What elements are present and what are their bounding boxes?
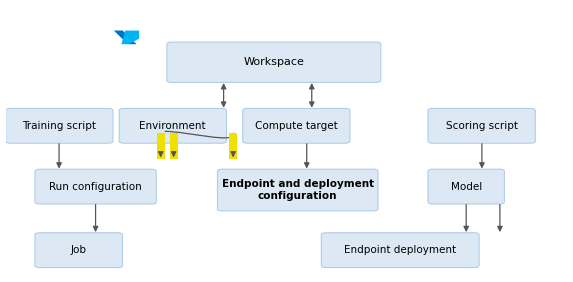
FancyBboxPatch shape xyxy=(321,233,479,268)
Polygon shape xyxy=(121,30,139,44)
FancyBboxPatch shape xyxy=(35,233,123,268)
FancyBboxPatch shape xyxy=(217,169,378,211)
Bar xyxy=(170,133,178,159)
Text: Training script: Training script xyxy=(22,121,96,131)
FancyBboxPatch shape xyxy=(119,108,226,143)
Text: Job: Job xyxy=(70,245,87,255)
FancyBboxPatch shape xyxy=(428,169,504,204)
Text: Run configuration: Run configuration xyxy=(49,182,142,191)
FancyBboxPatch shape xyxy=(35,169,156,204)
FancyBboxPatch shape xyxy=(243,108,350,143)
Bar xyxy=(157,133,164,159)
Text: Environment: Environment xyxy=(139,121,206,131)
Text: Model: Model xyxy=(450,182,482,191)
Text: Scoring script: Scoring script xyxy=(446,121,517,131)
Text: Workspace: Workspace xyxy=(244,57,304,67)
FancyBboxPatch shape xyxy=(167,42,381,82)
Text: Endpoint deployment: Endpoint deployment xyxy=(344,245,456,255)
FancyBboxPatch shape xyxy=(428,108,535,143)
Text: Compute target: Compute target xyxy=(255,121,337,131)
Bar xyxy=(229,133,237,159)
Polygon shape xyxy=(114,30,136,44)
FancyBboxPatch shape xyxy=(6,108,113,143)
Text: Endpoint and deployment
configuration: Endpoint and deployment configuration xyxy=(222,179,374,201)
